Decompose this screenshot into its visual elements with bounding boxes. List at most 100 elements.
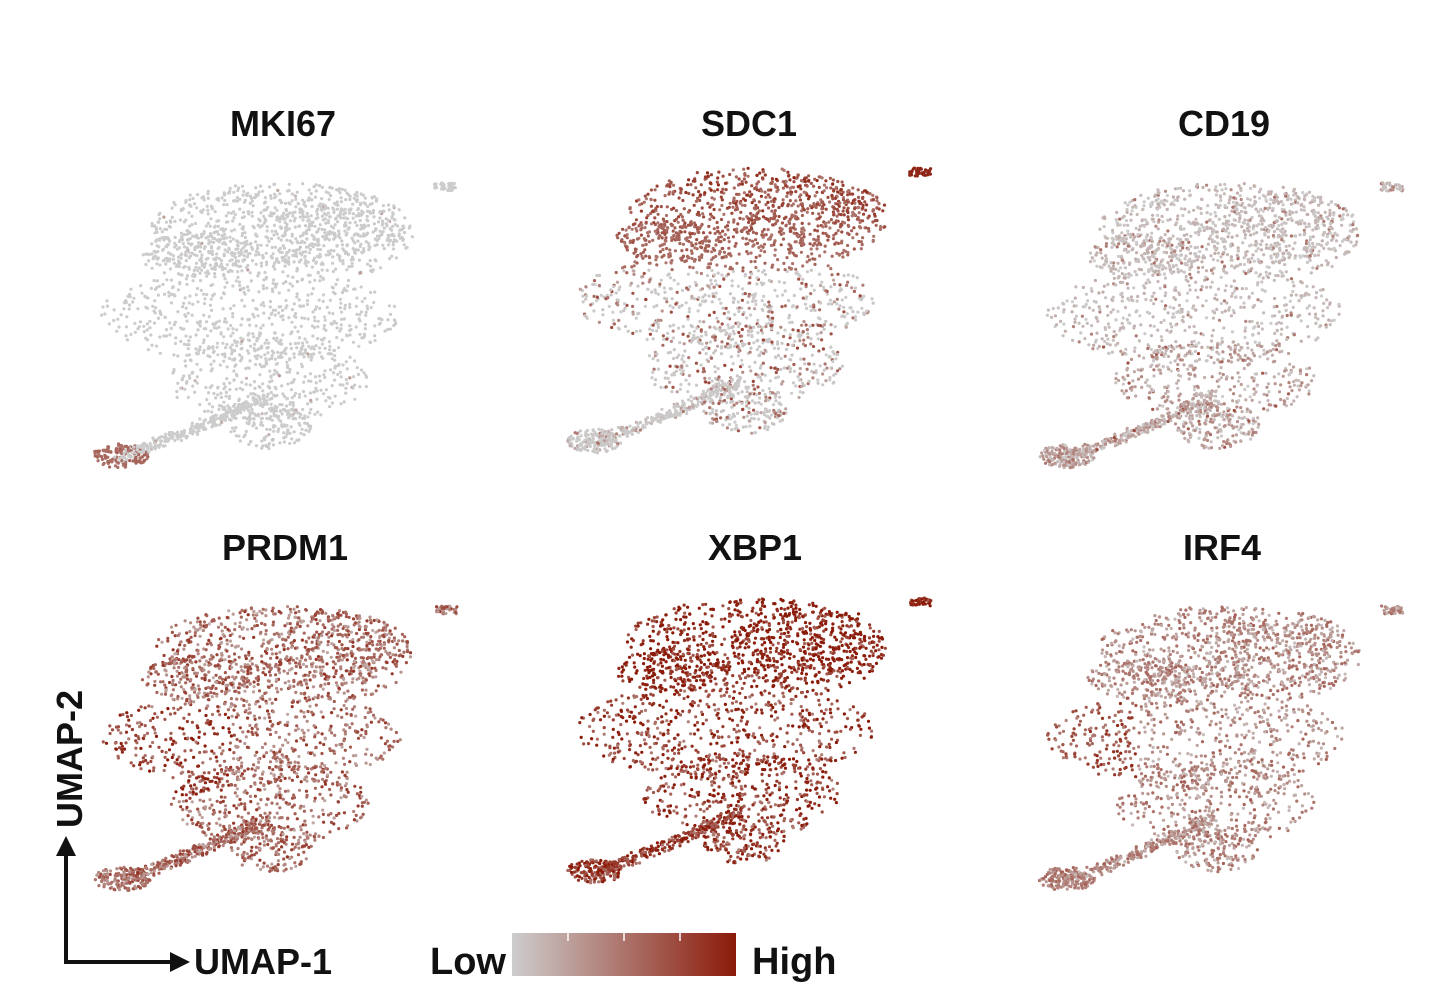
scatter-point — [805, 270, 809, 274]
scatter-point — [820, 280, 824, 284]
scatter-point — [300, 352, 304, 356]
scatter-point — [135, 448, 140, 452]
scatter-point — [280, 403, 284, 407]
scatter-point — [319, 413, 323, 417]
scatter-point — [292, 302, 296, 306]
scatter-point — [316, 270, 320, 274]
scatter-point — [789, 226, 793, 230]
scatter-point — [321, 277, 325, 281]
scatter-point — [721, 306, 725, 310]
scatter-point — [126, 446, 130, 450]
scatter-point — [581, 446, 585, 450]
scatter-point — [728, 332, 732, 336]
scatter-point — [725, 426, 729, 430]
scatter-point — [158, 351, 162, 355]
scatter-point — [853, 207, 857, 211]
scatter-point — [214, 396, 218, 400]
scatter-point — [776, 188, 780, 192]
scatter-point — [643, 425, 647, 429]
scatter-point — [792, 180, 796, 184]
scatter-point — [362, 226, 366, 230]
scatter-point — [226, 220, 230, 224]
scatter-point — [162, 238, 166, 242]
scatter-point — [244, 376, 249, 380]
scatter-point — [216, 385, 220, 389]
scatter-point — [276, 429, 280, 434]
scatter-point — [258, 385, 262, 389]
scatter-point — [187, 211, 191, 215]
scatter-point — [871, 239, 875, 243]
scatter-point — [206, 269, 210, 273]
scatter-point — [657, 318, 661, 322]
scatter-point — [732, 186, 736, 190]
scatter-point — [200, 241, 204, 245]
scatter-point — [671, 385, 675, 389]
scatter-point — [274, 285, 278, 289]
scatter-point — [112, 308, 116, 312]
scatter-point — [219, 262, 223, 266]
scatter-point — [266, 444, 270, 448]
scatter-point — [185, 319, 189, 323]
scatter-point — [305, 340, 309, 344]
scatter-point — [354, 325, 358, 329]
scatter-point — [352, 383, 357, 387]
scatter-point — [782, 281, 786, 285]
scatter-point — [780, 221, 784, 225]
scatter-point — [358, 319, 362, 323]
scatter-point — [392, 204, 396, 208]
scatter-point — [839, 187, 843, 192]
scatter-point — [797, 277, 801, 281]
scatter-point — [709, 182, 713, 186]
scatter-point — [228, 268, 232, 273]
scatter-point — [279, 409, 283, 413]
scatter-panel-sdc1 — [566, 166, 933, 455]
scatter-point — [366, 307, 370, 311]
scatter-point — [333, 236, 337, 240]
scatter-point — [267, 341, 271, 345]
scatter-point — [708, 217, 712, 221]
scatter-point — [668, 252, 672, 256]
scatter-point — [684, 378, 688, 382]
scatter-point — [612, 322, 616, 326]
scatter-point — [268, 369, 272, 373]
scatter-point — [183, 265, 187, 269]
scatter-point — [664, 371, 668, 375]
scatter-point — [815, 239, 819, 243]
scatter-point — [763, 420, 767, 424]
scatter-point — [720, 392, 724, 397]
scatter-point — [344, 391, 348, 395]
scatter-point — [335, 243, 339, 248]
scatter-point — [382, 226, 386, 230]
scatter-point — [718, 399, 722, 403]
scatter-point — [258, 373, 262, 377]
scatter-point — [184, 199, 188, 203]
scatter-point — [293, 225, 297, 229]
scatter-point — [599, 293, 603, 297]
scatter-point — [364, 385, 368, 389]
scatter-point — [275, 257, 279, 261]
scatter-point — [242, 408, 246, 412]
scatter-point — [196, 192, 200, 197]
scatter-point — [656, 325, 660, 329]
scatter-point — [235, 344, 239, 348]
scatter-point — [768, 416, 772, 420]
scatter-point — [324, 236, 328, 240]
scatter-point — [215, 238, 219, 242]
scatter-point — [263, 217, 267, 221]
scatter-point — [338, 236, 342, 240]
scatter-point — [152, 321, 157, 325]
scatter-point — [770, 413, 774, 417]
scatter-point — [301, 389, 306, 394]
scatter-point — [236, 240, 240, 244]
scatter-point — [702, 215, 706, 219]
scatter-point — [723, 233, 727, 237]
scatter-point — [752, 198, 756, 202]
scatter-point — [674, 369, 678, 373]
scatter-point — [182, 233, 186, 237]
scatter-point — [568, 444, 572, 448]
scatter-point — [313, 375, 318, 379]
scatter-point — [241, 246, 245, 250]
scatter-point — [328, 215, 332, 219]
scatter-point — [812, 303, 816, 307]
scatter-point — [206, 212, 210, 216]
